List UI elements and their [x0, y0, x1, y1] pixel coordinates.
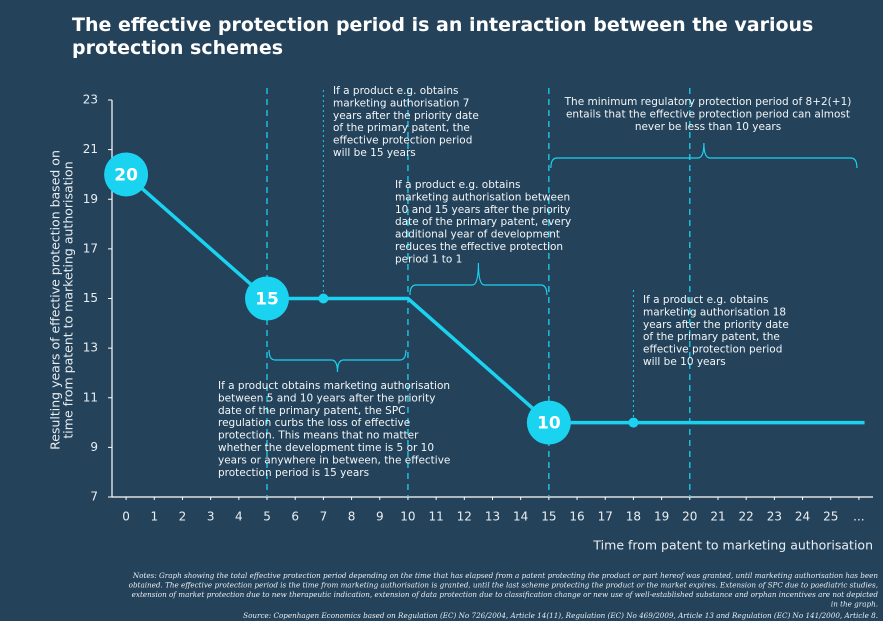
x-tick-label: 17 [598, 510, 613, 524]
x-tick-label: 1 [150, 510, 158, 524]
annotation: will be 15 years [333, 147, 416, 159]
x-tick-label: 12 [457, 510, 472, 524]
y-tick-label: 21 [83, 142, 98, 156]
x-tick-label: 18 [626, 510, 641, 524]
data-line [124, 173, 865, 425]
x-tick-label: 16 [569, 510, 584, 524]
annotation: additional year of development [395, 229, 560, 241]
note: in the graph. [831, 600, 878, 609]
annotation: If a product e.g. obtains [333, 85, 458, 97]
highlight [104, 152, 149, 197]
x-tick-label: 5 [263, 510, 271, 524]
x-tick-label: 11 [428, 510, 443, 524]
bracket [409, 262, 548, 296]
highlight-label: 15 [255, 290, 279, 310]
y-tick-label: 17 [83, 241, 98, 255]
annotation: date of the primary patent, the SPC [218, 405, 406, 417]
y-tick-label: 7 [90, 490, 98, 504]
bracket [550, 142, 858, 169]
annotation: The minimum regulatory protection period… [564, 96, 852, 108]
highlight-label: 20 [114, 165, 138, 185]
x-tick-label: 8 [348, 510, 356, 524]
x-tick-label: 0 [122, 510, 130, 524]
annotation: never be less than 10 years [635, 121, 781, 133]
x-tick-label: 23 [767, 510, 782, 524]
x-tick-label: 19 [654, 510, 669, 524]
annotation: years after the priority date [333, 110, 479, 122]
annotation: years after the priority date [643, 319, 789, 331]
y-axis-label: time from patent to marketing authorisat… [61, 161, 76, 438]
annotation: effective protection period [643, 344, 782, 356]
annotation: of the primary patent, the [643, 331, 780, 343]
y-tick-label: 15 [83, 291, 98, 305]
y-tick-label: 19 [83, 192, 98, 206]
annotation: of the primary patent, the [333, 122, 470, 134]
note: extension of market protection due to ne… [132, 590, 879, 599]
x-tick-label: 25 [823, 510, 838, 524]
x-tick-label: 6 [291, 510, 299, 524]
annotation: will be 10 years [643, 356, 726, 368]
annotation: If a product obtains marketing authorisa… [218, 380, 450, 392]
x-tick-label: 21 [710, 510, 725, 524]
x-tick-label: ... [853, 510, 864, 524]
highlight [526, 400, 571, 445]
x-tick-label: 13 [485, 510, 500, 524]
y-tick-label: 13 [83, 341, 98, 355]
annotation: 10 and 15 years after the priority [395, 204, 570, 216]
annotation: If a product e.g. obtains [395, 179, 520, 191]
annotation: effective protection period [333, 135, 472, 147]
annotation: If a product e.g. obtains [643, 294, 768, 306]
annotation: reduces the effective protection [395, 241, 563, 253]
note: Notes: Graph showing the total effective… [132, 571, 878, 580]
y-tick-label: 11 [83, 390, 98, 404]
x-tick-label: 7 [320, 510, 328, 524]
annotation: regulation curbs the loss of effective [218, 417, 410, 429]
annotation: protection. This means that no matter [218, 430, 419, 442]
x-tick-label: 4 [235, 510, 243, 524]
annotation: period 1 to 1 [395, 253, 462, 265]
bracket [268, 349, 407, 373]
annotation: between 5 and 10 years after the priorit… [218, 392, 435, 404]
annotation: years or anywhere in between, the effect… [218, 454, 450, 466]
source: Source: Copenhagen Economics based on Re… [243, 611, 878, 620]
x-tick-label: 9 [376, 510, 384, 524]
x-tick-label: 24 [795, 510, 810, 524]
x-axis-label: Time from patent to marketing authorisat… [592, 538, 873, 553]
annotation: protection period is 15 years [218, 467, 369, 479]
x-tick-label: 10 [400, 510, 415, 524]
marker [628, 417, 639, 428]
x-tick-label: 14 [513, 510, 528, 524]
annotation: whether the development time is 5 or 10 [218, 442, 434, 454]
annotation: marketing authorisation between [395, 191, 570, 203]
y-tick-label: 23 [83, 93, 98, 107]
highlight [245, 276, 290, 321]
x-tick-label: 20 [682, 510, 697, 524]
y-axis-label: Resulting years of effective protection … [48, 150, 63, 450]
highlight-label: 10 [537, 414, 561, 434]
x-tick-label: 2 [179, 510, 187, 524]
x-tick-label: 22 [739, 510, 754, 524]
annotation: date of the primary patent, every [395, 216, 571, 228]
x-tick-label: 3 [207, 510, 215, 524]
annotation: marketing authorisation 7 [333, 97, 469, 109]
annotation: marketing authorisation 18 [643, 306, 786, 318]
annotation: entails that the effective protection pe… [566, 108, 850, 120]
chart-title: The effective protection period is an in… [72, 14, 813, 59]
y-tick-label: 9 [90, 440, 98, 454]
x-tick-label: 15 [541, 510, 556, 524]
marker [318, 293, 329, 304]
note: obtained. The effective protection perio… [129, 581, 878, 590]
